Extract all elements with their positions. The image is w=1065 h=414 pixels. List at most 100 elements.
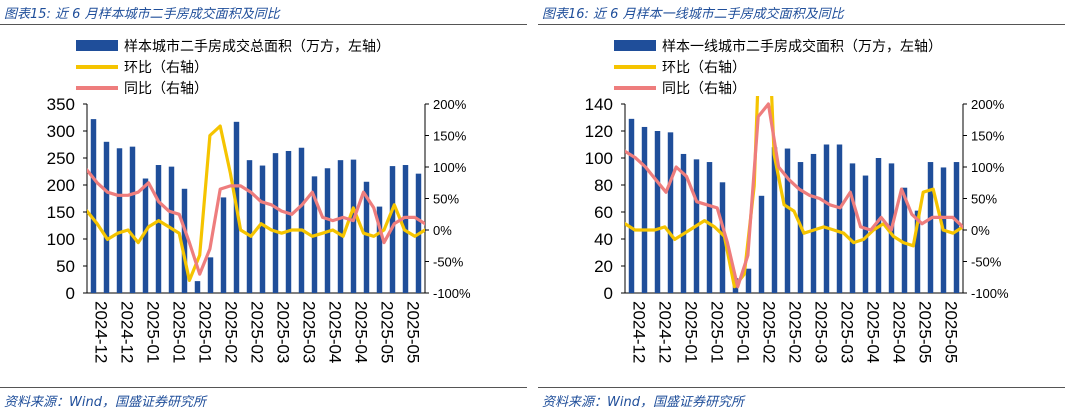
x-tick-label: 2025-01 bbox=[682, 301, 701, 363]
x-tick-label: 2025-01 bbox=[734, 301, 753, 363]
left-tick-label: 80 bbox=[594, 176, 613, 195]
bar bbox=[927, 162, 934, 293]
bar bbox=[823, 144, 830, 293]
legend-swatch-bar bbox=[76, 40, 118, 51]
bar bbox=[129, 146, 136, 293]
bar bbox=[207, 257, 214, 293]
chart-panel-right: 图表16: 近 6 月样本一线城市二手房成交面积及同比 0 20 40 60 80 100… bbox=[538, 0, 1065, 414]
yoy-line bbox=[625, 102, 963, 289]
left-tick-label: 100 bbox=[585, 149, 613, 168]
right-tick-label: 200% bbox=[433, 97, 467, 112]
bar bbox=[862, 175, 869, 293]
right-tick-label: 0% bbox=[971, 223, 990, 238]
bar bbox=[810, 153, 817, 293]
x-tick-label: 2025-03 bbox=[300, 301, 319, 363]
bar bbox=[719, 182, 726, 293]
right-tick-label: -100% bbox=[433, 286, 471, 301]
left-tick-label: 60 bbox=[594, 203, 613, 222]
bar bbox=[680, 153, 687, 293]
right-tick-label: -100% bbox=[971, 286, 1009, 301]
x-tick-label: 2025-04 bbox=[352, 301, 371, 363]
mom-line bbox=[625, 96, 963, 289]
legend-label: 环比（右轴） bbox=[124, 59, 208, 75]
x-tick-label: 2025-03 bbox=[812, 301, 831, 363]
bar bbox=[641, 126, 648, 293]
bar bbox=[116, 148, 123, 293]
x-tick-label: 2025-04 bbox=[890, 301, 909, 363]
x-tick-label: 2024-12 bbox=[118, 301, 137, 363]
right-tick-label: 100% bbox=[433, 160, 467, 175]
left-tick-label: 120 bbox=[585, 122, 613, 141]
left-tick-label: 100 bbox=[47, 230, 75, 249]
right-tick-label: 100% bbox=[971, 160, 1005, 175]
x-tick-label: 2024-12 bbox=[656, 301, 675, 363]
legend-label: 同比（右轴） bbox=[662, 80, 746, 96]
source-rule-right bbox=[538, 387, 1065, 388]
bar bbox=[771, 147, 778, 293]
chart-svg-right: 0 20 40 60 80 100 120 140 -100% -50% 0% 50% 100% 150%… bbox=[585, 38, 1009, 363]
bar bbox=[363, 181, 370, 293]
bar bbox=[836, 144, 843, 293]
source-note-right: 资料来源：Wind，国盛证券研究所 bbox=[542, 395, 744, 410]
x-tick-label: 2025-04 bbox=[864, 301, 883, 363]
left-tick-label: 250 bbox=[47, 149, 75, 168]
bar bbox=[246, 160, 253, 293]
bar bbox=[285, 150, 292, 293]
chart-svg-left: 0 50 100 150 200 250 300 350 -100% -50% 0% 50% 100% 1… bbox=[47, 38, 471, 363]
right-tick-label: 150% bbox=[971, 129, 1005, 144]
bar bbox=[350, 159, 357, 293]
left-tick-label: 200 bbox=[47, 176, 75, 195]
legend-label: 环比（右轴） bbox=[662, 59, 746, 75]
left-tick-label: 50 bbox=[56, 257, 75, 276]
bar bbox=[155, 165, 162, 293]
x-tick-label: 2025-04 bbox=[326, 301, 345, 363]
right-tick-label: 50% bbox=[971, 192, 997, 207]
legend-label: 同比（右轴） bbox=[124, 80, 208, 96]
x-tick-label: 2025-05 bbox=[404, 301, 423, 363]
bar bbox=[745, 268, 752, 293]
bar bbox=[142, 178, 149, 293]
source-note-left: 资料来源：Wind，国盛证券研究所 bbox=[4, 395, 206, 410]
bar bbox=[914, 210, 921, 293]
x-tick-label: 2025-03 bbox=[274, 301, 293, 363]
x-tick-label: 2024-12 bbox=[630, 301, 649, 363]
left-tick-label: 40 bbox=[594, 230, 613, 249]
x-tick-label: 2025-01 bbox=[144, 301, 163, 363]
bar bbox=[103, 141, 110, 293]
mom-line bbox=[87, 124, 425, 282]
x-tick-label: 2025-02 bbox=[248, 301, 267, 363]
bar bbox=[259, 165, 266, 293]
left-tick-label: 20 bbox=[594, 257, 613, 276]
x-tick-label: 2025-05 bbox=[942, 301, 961, 363]
yoy-line bbox=[87, 168, 425, 276]
figure-title-right: 图表16: 近 6 月样本一线城市二手房成交面积及同比 bbox=[542, 7, 844, 22]
left-tick-label: 350 bbox=[47, 95, 75, 114]
left-tick-label: 0 bbox=[66, 284, 75, 303]
bar bbox=[758, 195, 765, 293]
bar bbox=[90, 119, 97, 294]
chart-panel-left: 图表15: 近 6 月样本城市二手房成交面积及同比 0 50 100 150 200 25… bbox=[0, 0, 527, 414]
x-tick-label: 2025-01 bbox=[196, 301, 215, 363]
legend-label: 样本一线城市二手房成交面积（万方，左轴） bbox=[662, 38, 942, 54]
bar bbox=[337, 160, 344, 293]
x-tick-label: 2025-05 bbox=[916, 301, 935, 363]
right-tick-label: 150% bbox=[433, 129, 467, 144]
bar bbox=[272, 153, 279, 293]
legend-label: 样本城市二手房成交总面积（万方，左轴） bbox=[124, 38, 390, 54]
right-tick-label: 50% bbox=[433, 192, 459, 207]
source-rule-left bbox=[0, 387, 527, 388]
right-tick-label: -50% bbox=[433, 255, 464, 270]
x-tick-label: 2025-02 bbox=[786, 301, 805, 363]
bar bbox=[784, 148, 791, 293]
title-rule-left bbox=[0, 24, 527, 25]
bar bbox=[706, 162, 713, 293]
left-tick-label: 140 bbox=[585, 95, 613, 114]
right-tick-label: -50% bbox=[971, 255, 1002, 270]
figure-title-left: 图表15: 近 6 月样本城市二手房成交面积及同比 bbox=[4, 7, 280, 22]
right-tick-label: 200% bbox=[971, 97, 1005, 112]
title-rule-right bbox=[538, 24, 1065, 25]
legend-swatch-bar bbox=[614, 40, 656, 51]
bar bbox=[298, 147, 305, 293]
bar bbox=[901, 187, 908, 293]
bar bbox=[194, 281, 201, 293]
